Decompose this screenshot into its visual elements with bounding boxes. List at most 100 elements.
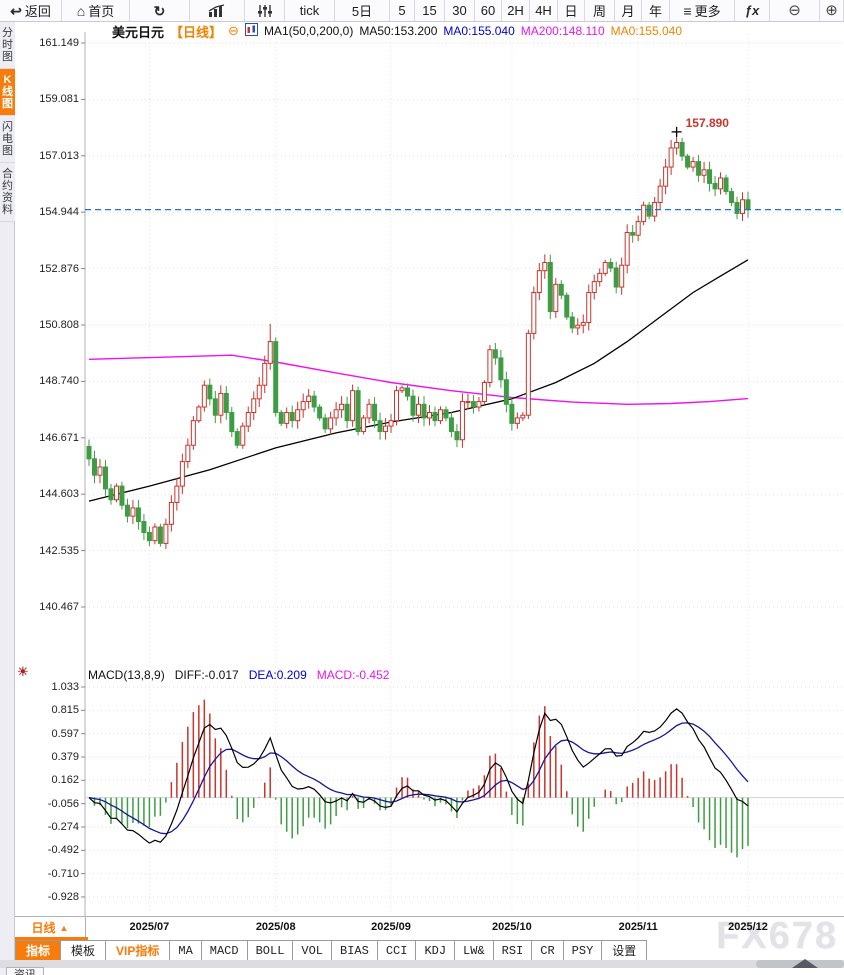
ma0-orange-value: MA0:155.040	[610, 24, 683, 38]
zoom-in-button[interactable]: ⊕	[820, 0, 844, 21]
interval-2h-button[interactable]: 2H	[502, 0, 530, 21]
indicator-tab-VIP指标[interactable]: VIP指标	[106, 940, 171, 961]
interval-tick-button-label: tick	[299, 3, 320, 18]
month-tick: 2025/12	[728, 921, 768, 933]
month-tick: 2025/08	[255, 921, 296, 933]
macd-tick: -0.274	[47, 820, 79, 833]
month-tick: 2025/09	[371, 921, 411, 933]
interval-15m-button[interactable]: 15	[415, 0, 445, 21]
indicator-tab-BIAS[interactable]: BIAS	[332, 940, 378, 961]
indicator-tab-MA[interactable]: MA	[170, 940, 202, 961]
indicator-tab-模板[interactable]: 模板	[61, 940, 107, 961]
sliders-icon	[257, 4, 272, 17]
watermark: FX678	[716, 915, 838, 957]
indicator-tab-BOLL[interactable]: BOLL	[247, 940, 294, 961]
back-button-label: 返回	[24, 4, 51, 19]
sidebar-tab-合约资料[interactable]: 合约资料	[0, 163, 15, 222]
interval-tick-button[interactable]: tick	[285, 0, 335, 21]
interval-2h-button-label: 2H	[507, 3, 524, 18]
zoom-out-icon: ⊖	[788, 2, 801, 19]
interval-year-button[interactable]: 年	[642, 0, 670, 21]
interval-month-button[interactable]: 月	[615, 0, 642, 21]
home-icon: ⌂	[76, 2, 86, 19]
interval-5d-button[interactable]: 5日	[335, 0, 390, 21]
macd-tick: 0.379	[51, 750, 79, 763]
macd-tick: -0.928	[47, 890, 79, 903]
macd-dea-value: DEA:0.209	[248, 668, 307, 682]
fx-button[interactable]: ƒx	[735, 0, 770, 21]
interval-5d-button-label: 5日	[351, 4, 373, 19]
fx-icon: ƒx	[744, 3, 760, 18]
sidebar-tab-分时图[interactable]: 分时图	[0, 22, 15, 69]
chart-style-button[interactable]	[190, 0, 245, 21]
price-tick: 154.944	[39, 206, 79, 219]
refresh-button[interactable]: ↻	[130, 0, 190, 21]
interval-day-button[interactable]: 日	[558, 0, 585, 21]
back-button[interactable]: ↩ 返回	[0, 0, 62, 21]
collapse-panel-button[interactable]	[792, 959, 818, 968]
interval-60m-button[interactable]: 60	[475, 0, 502, 21]
interval-5m-button[interactable]: 5	[390, 0, 415, 21]
more-button[interactable]: ≡ 更多	[670, 0, 735, 21]
interval-month-button-label: 月	[621, 4, 635, 19]
mini-kline-icon	[244, 23, 258, 39]
indicator-tab-VOL[interactable]: VOL	[293, 940, 333, 961]
news-tab[interactable]: 资讯	[6, 967, 44, 975]
peak-price-label: 157.890	[685, 115, 729, 130]
sidebar-tab-闪电图[interactable]: 闪电图	[0, 116, 15, 163]
month-tick: 2025/11	[618, 921, 658, 933]
indicator-tabs: 指标 模板 VIP指标 MA MACD BOLL VOL BIAS CCI KDJ LW& RSI CR…	[15, 940, 648, 961]
collapse-indicator-icon[interactable]: ⊖	[228, 23, 239, 38]
indicator-tab-CCI[interactable]: CCI	[377, 940, 417, 961]
macd-macd-value: MACD:-0.452	[316, 668, 390, 682]
macd-tick: 0.162	[51, 774, 79, 787]
interval-5m-button-label: 5	[398, 3, 406, 18]
home-button-label: 首页	[88, 4, 115, 19]
macd-tick: -0.056	[47, 797, 79, 810]
ma200-value: MA200:148.110	[520, 24, 605, 38]
indicator-settings-icon[interactable]: ☀	[17, 664, 29, 679]
period-dropdown-label: 日线	[31, 921, 56, 935]
dropdown-up-icon: ▲	[59, 922, 69, 933]
indicator-tab-指标[interactable]: 指标	[15, 940, 62, 961]
zoom-out-button[interactable]: ⊖	[770, 0, 820, 21]
month-tick: 2025/10	[491, 921, 532, 933]
indicator-tab-PSY[interactable]: PSY	[563, 940, 603, 961]
interval-4h-button-label: 4H	[535, 3, 552, 18]
bottom-scroll-strip	[0, 960, 844, 968]
month-tick: 2025/07	[129, 921, 170, 933]
macd-header: MACD(13,8,9) DIFF:-0.017 DEA:0.209 MACD:…	[88, 668, 389, 682]
interval-30m-button-label: 30	[452, 3, 467, 18]
macd-tick: -0.710	[47, 867, 79, 880]
indicator-tab-LW&[interactable]: LW&	[455, 940, 494, 961]
interval-60m-button-label: 60	[480, 3, 496, 18]
indicator-tab-RSI[interactable]: RSI	[493, 940, 533, 961]
period-dropdown-button[interactable]: 日线 ▲	[15, 917, 86, 938]
macd-title: MACD(13,8,9)	[88, 668, 165, 682]
price-tick: 146.671	[39, 431, 79, 444]
price-tick: 150.808	[39, 319, 79, 331]
home-button[interactable]: ⌂ 首页	[62, 0, 130, 21]
interval-30m-button[interactable]: 30	[445, 0, 475, 21]
indicator-tab-设置[interactable]: 设置	[602, 940, 648, 961]
axis-divider	[15, 916, 844, 917]
bar-chart-icon	[208, 3, 224, 17]
macd-tick: 1.033	[51, 681, 79, 693]
more-button-label: 更多	[694, 4, 721, 19]
adjust-button[interactable]	[245, 0, 285, 21]
indicator-tab-MACD[interactable]: MACD	[201, 940, 248, 961]
price-tick: 159.081	[39, 93, 79, 106]
interval-15m-button-label: 15	[422, 3, 437, 18]
indicator-tab-CR[interactable]: CR	[532, 940, 564, 961]
ma50-value: MA50:153.200	[359, 24, 438, 38]
period-tag: 【日线】	[170, 24, 223, 40]
indicator-tab-KDJ[interactable]: KDJ	[416, 940, 456, 961]
price-tick: 148.740	[39, 375, 79, 388]
macd-tick: 0.597	[51, 727, 79, 740]
interval-4h-button[interactable]: 4H	[530, 0, 558, 21]
period-active-underline	[15, 937, 88, 940]
interval-week-button[interactable]: 周	[585, 0, 615, 21]
